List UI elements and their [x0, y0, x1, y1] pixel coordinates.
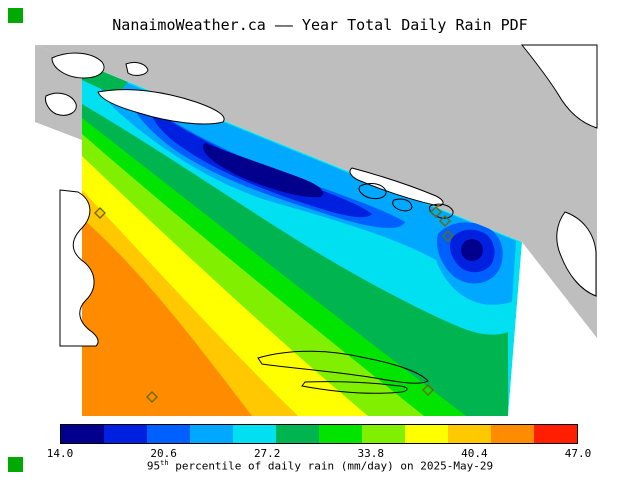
colorbar-tick-label: 33.8	[357, 447, 385, 460]
plot-title: NanaimoWeather.ca —— Year Total Daily Ra…	[112, 16, 528, 34]
colorbar-segment	[405, 425, 448, 443]
island-outline-south-thin	[301, 381, 408, 394]
island-mid-strait	[349, 167, 444, 207]
colorbar-segment	[276, 425, 319, 443]
colorbar-tick-label: 47.0	[564, 447, 592, 460]
colorbar-segment	[147, 425, 190, 443]
colorbar-tick-label: 40.4	[461, 447, 488, 460]
caption-sup: th	[160, 459, 169, 467]
station-markers	[94, 206, 454, 403]
contour-band-navy-east	[461, 239, 483, 261]
contour-band-navy	[202, 143, 324, 198]
coast-vancouver-island-west	[59, 189, 99, 347]
contour-band-orange	[82, 218, 252, 416]
colorbar-segment	[319, 425, 362, 443]
island-northwest-a	[51, 52, 105, 79]
station-diamond	[422, 384, 434, 396]
station-diamond	[442, 230, 454, 242]
island-northwest-long	[97, 89, 225, 125]
caption-base: 95	[146, 459, 161, 473]
colorbar	[60, 424, 578, 444]
islet-outline-mid-a	[358, 183, 387, 200]
land-area-north	[35, 45, 597, 338]
coastline-outlines	[257, 183, 454, 394]
caption: 95th percentile of daily rain (mm/day) o…	[0, 459, 640, 473]
colorbar-segment	[362, 425, 405, 443]
colorbar-tick-label: 14.0	[46, 447, 74, 460]
colorbar-segment	[190, 425, 233, 443]
colorbar-segment	[61, 425, 104, 443]
colorbar-segment	[448, 425, 491, 443]
colorbar-tick-label: 20.6	[150, 447, 177, 460]
contour-bands	[82, 63, 522, 416]
station-diamond	[430, 206, 442, 218]
station-diamond	[439, 215, 451, 227]
mainland-east-inlet	[556, 211, 597, 297]
island-northwest-b	[45, 92, 77, 116]
colorbar-segment	[104, 425, 147, 443]
mainland-northeast	[520, 44, 598, 129]
colorbar-tick-label: 27.2	[253, 447, 281, 460]
island-outline-south-long	[257, 350, 429, 384]
islet-outline-mid-b	[392, 198, 413, 212]
contour-band-azure	[126, 90, 405, 228]
colorbar-segment	[491, 425, 534, 443]
colorbar-segment	[534, 425, 577, 443]
corner-marker-top	[8, 8, 23, 23]
station-diamond	[94, 207, 106, 219]
corner-marker-bottom	[8, 457, 23, 472]
colorbar-segment	[233, 425, 276, 443]
land-masses	[45, 44, 598, 347]
caption-rest: percentile of daily rain (mm/day) on 202…	[168, 459, 494, 473]
colorbar-tick-labels: 14.0 20.6 27.2 33.8 40.4 47.0	[47, 447, 592, 460]
station-diamond	[146, 391, 158, 403]
island-northwest-c	[125, 61, 149, 76]
